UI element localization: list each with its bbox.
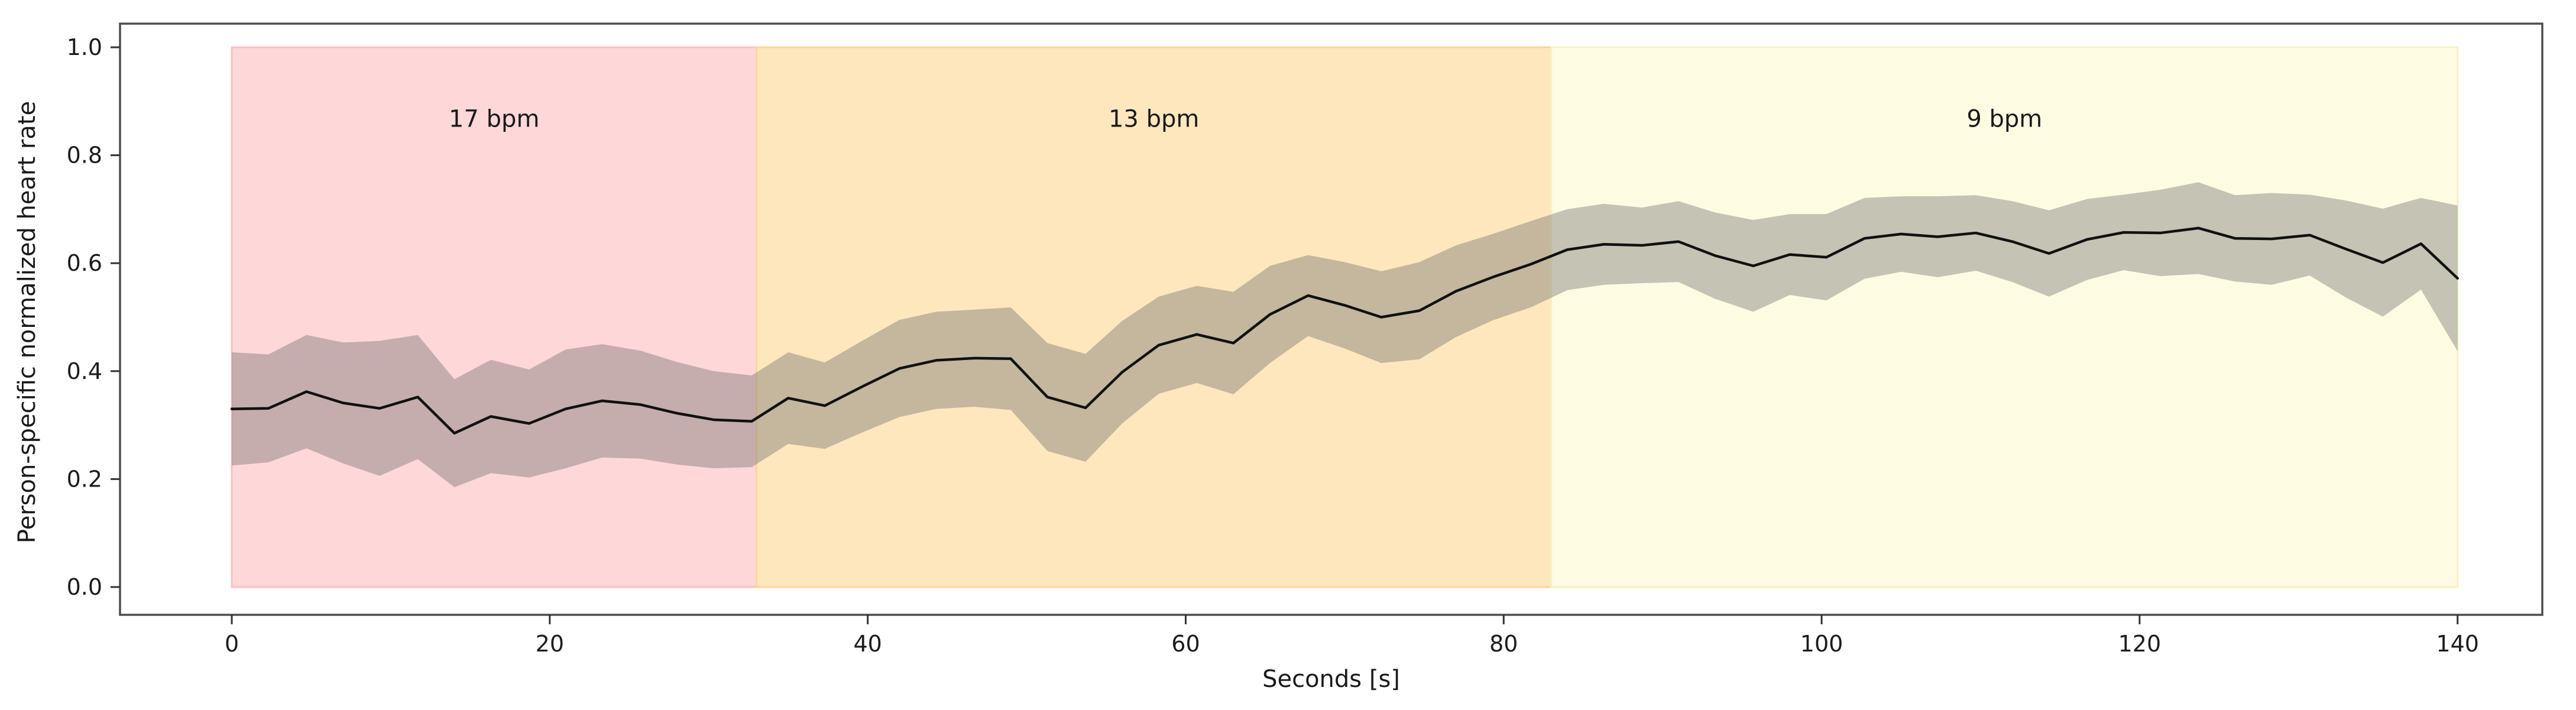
x-tick-label: 20 — [536, 631, 564, 657]
region-span-17-bpm — [231, 46, 757, 588]
x-tick-label: 140 — [2436, 631, 2479, 657]
plot-border — [119, 22, 2543, 616]
y-tick-label: 0.2 — [67, 466, 102, 492]
std-band — [232, 182, 2458, 488]
region-label-9-bpm: 9 bpm — [1966, 106, 2042, 133]
region-span-9-bpm — [1550, 46, 2459, 588]
region-span-13-bpm — [755, 46, 1553, 588]
y-axis-label: Person-specific normalized heart rate — [14, 100, 41, 544]
x-tick-label: 120 — [2118, 631, 2162, 657]
x-tick-label: 100 — [1800, 631, 1843, 657]
x-tick-label: 40 — [853, 631, 882, 657]
y-tick-label: 0.4 — [67, 358, 102, 384]
y-tick-label: 0.8 — [67, 142, 102, 168]
y-tick-label: 0.0 — [67, 574, 102, 600]
x-tick-label: 60 — [1171, 631, 1200, 657]
region-label-17-bpm: 17 bpm — [449, 106, 539, 133]
x-tick-label: 0 — [225, 631, 239, 657]
y-tick-label: 0.6 — [67, 250, 102, 276]
mean-heart-rate-line — [230, 226, 2459, 435]
x-axis-label: Seconds [s] — [1262, 666, 1400, 693]
region-label-13-bpm: 13 bpm — [1109, 106, 1199, 133]
x-tick-label: 80 — [1489, 631, 1518, 657]
y-tick-label: 1.0 — [67, 34, 102, 60]
